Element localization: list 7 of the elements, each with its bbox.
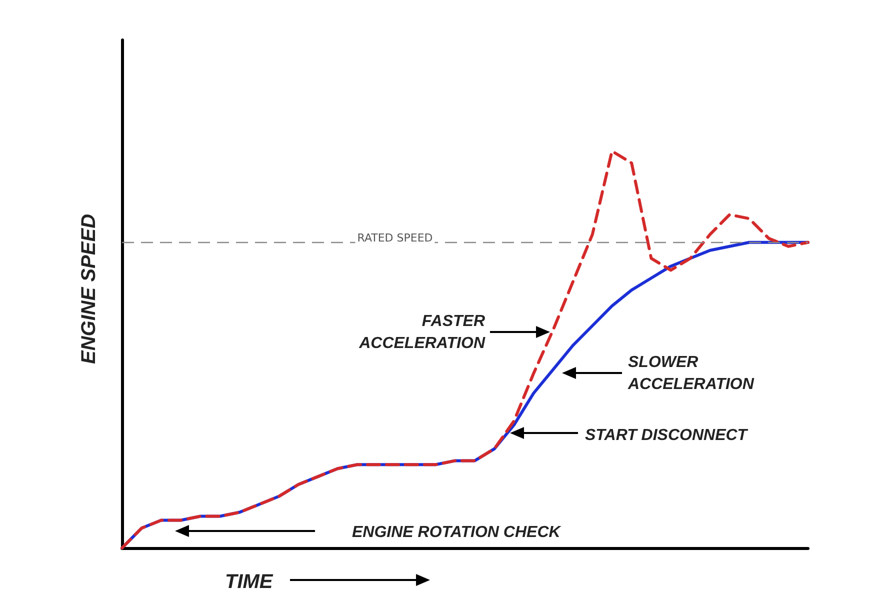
ref-line-label: RATED SPEED [357,231,433,244]
annotation: ENGINE ROTATION CHECK [352,524,562,541]
annotation: START DISCONNECT [585,427,748,444]
annotation: SLOWER ACCELERATION [627,354,754,393]
annotation: FASTER ACCELERATION [358,313,486,352]
y-axis-title: ENGINE SPEED [78,214,100,364]
x-axis-title: TIME [225,571,274,593]
